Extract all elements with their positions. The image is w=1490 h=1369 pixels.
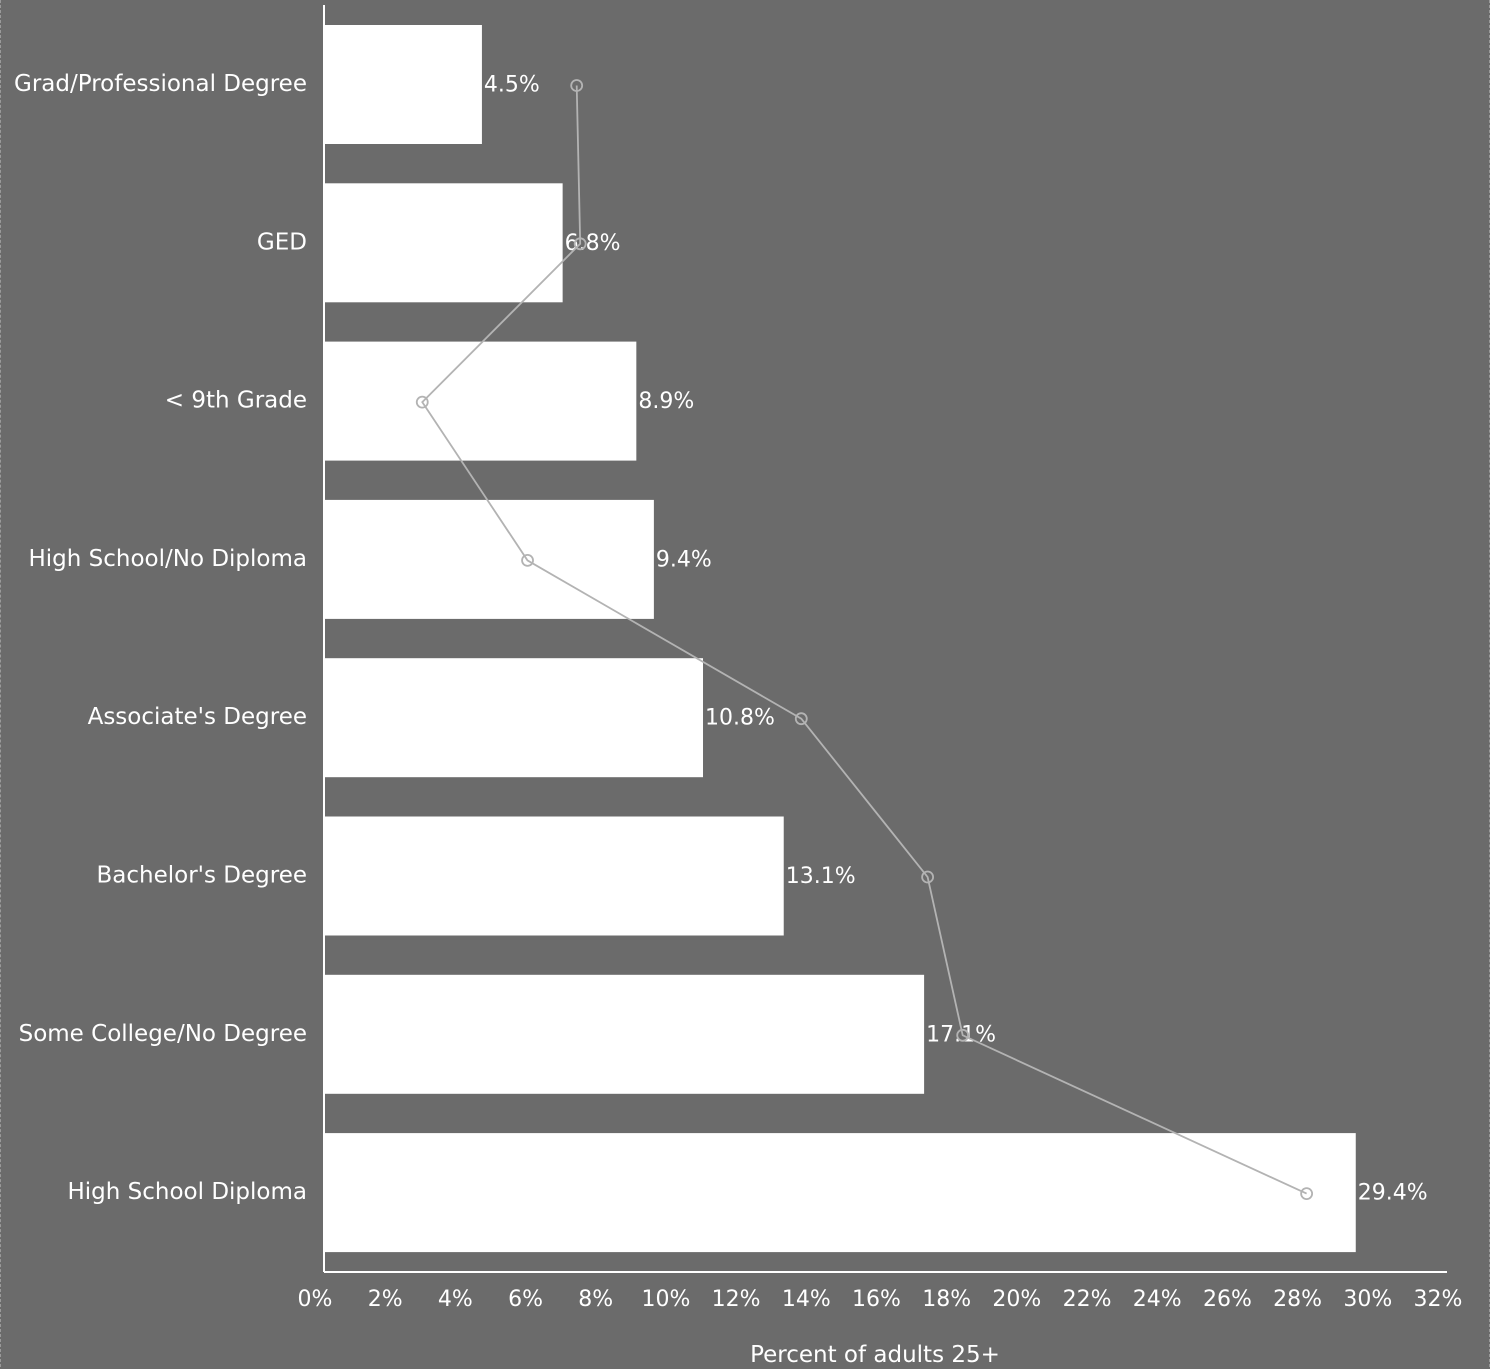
x-tick-label: 26% <box>1203 1287 1252 1312</box>
axis-layer <box>323 5 1447 1273</box>
category-label: Bachelor's Degree <box>97 863 308 889</box>
bar <box>325 658 704 778</box>
line-point <box>794 712 808 726</box>
x-tick-label: 28% <box>1273 1287 1322 1312</box>
bar <box>325 974 925 1094</box>
x-tick-label: 16% <box>852 1287 901 1312</box>
x-tick-label: 30% <box>1343 1287 1392 1312</box>
bar <box>325 183 563 303</box>
bars-layer <box>325 25 1356 1253</box>
bar <box>325 499 654 619</box>
x-tick-label: 22% <box>1063 1287 1112 1312</box>
category-label: Some College/No Degree <box>19 1021 307 1047</box>
x-tick-label: 32% <box>1414 1287 1463 1312</box>
data-label: 4.5% <box>484 73 540 98</box>
line-point <box>570 79 584 92</box>
category-label: High School/No Diploma <box>28 546 307 572</box>
x-tick-label: 20% <box>992 1287 1041 1312</box>
x-tick-label: 10% <box>641 1287 690 1312</box>
data-label: 9.4% <box>656 547 712 572</box>
x-tick-label: 14% <box>782 1287 831 1312</box>
line-point <box>1300 1187 1314 1200</box>
line-point <box>415 395 429 409</box>
line-point <box>573 237 587 251</box>
x-tick-labels: 0% 2% 4% 6% 8% 10% 12% 14% 16% 18% 20% 22% 24% 26% 28%… <box>298 1287 1463 1312</box>
line-point <box>921 870 935 884</box>
x-tick-label: 8% <box>578 1287 613 1312</box>
bar <box>325 341 637 461</box>
bar <box>325 1133 1356 1253</box>
data-label: 13.1% <box>786 864 856 889</box>
data-label: 8.9% <box>638 389 694 414</box>
x-tick-label: 2% <box>368 1287 403 1312</box>
category-label: High School Diploma <box>67 1179 307 1205</box>
data-label: 29.4% <box>1358 1181 1428 1206</box>
x-tick-label: 18% <box>922 1287 971 1312</box>
category-label: Grad/Professional Degree <box>14 71 307 97</box>
x-tick-label: 4% <box>438 1287 473 1312</box>
category-label: < 9th Grade <box>165 388 307 414</box>
bar <box>325 25 482 144</box>
x-axis-title: Percent of adults 25+ <box>750 1342 1000 1368</box>
x-tick-label: 0% <box>298 1287 333 1312</box>
bar <box>325 816 784 936</box>
category-labels: Grad/Professional Degree GED < 9th Grade Hi… <box>14 71 307 1205</box>
x-tick-label: 12% <box>712 1287 761 1312</box>
category-label: Associate's Degree <box>88 704 307 730</box>
data-label: 10.8% <box>705 706 775 731</box>
line-series <box>415 79 1314 1200</box>
line-point <box>521 554 534 567</box>
x-tick-label: 24% <box>1133 1287 1182 1312</box>
x-tick-label: 6% <box>508 1287 543 1312</box>
line-series-path <box>421 85 1307 1195</box>
line-point <box>956 1028 970 1042</box>
category-label: GED <box>257 229 307 255</box>
